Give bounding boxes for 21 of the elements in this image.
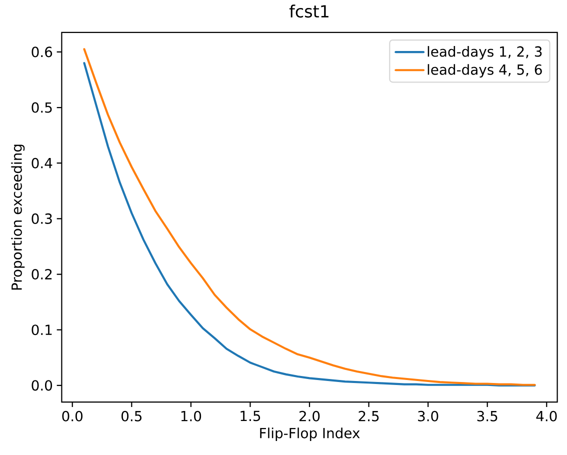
- y-tick-label: 0.6: [32, 46, 52, 58]
- y-tick-label: 0.4: [32, 158, 52, 168]
- y-tick-label: 0.5: [32, 102, 52, 113]
- y-axis-title: Proportion exceeding: [11, 144, 25, 290]
- x-tick-label: 2.5: [358, 410, 379, 422]
- y-tick-label: 0.0: [32, 380, 52, 391]
- x-tick-label: 3.5: [477, 410, 498, 422]
- x-tick-label: 0.5: [122, 410, 142, 422]
- x-tick-label: 1.5: [240, 410, 260, 422]
- chart-title: fcst1: [289, 4, 328, 18]
- legend-label: lead-days 1, 2, 3: [428, 46, 542, 60]
- x-tick-label: 4.0: [536, 410, 557, 422]
- legend-label: lead-days 4, 5, 6: [428, 64, 542, 78]
- x-tick-label: 0.0: [62, 410, 82, 422]
- x-tick-label: 1.0: [181, 410, 202, 422]
- y-tick-label: 0.3: [32, 213, 52, 224]
- x-tick-label: 2.0: [299, 410, 320, 422]
- x-axis-title: Flip-Flop Index: [260, 428, 360, 442]
- y-tick-label: 0.1: [32, 324, 52, 336]
- y-tick-label: 0.2: [32, 269, 52, 280]
- x-tick-label: 3.0: [418, 410, 438, 422]
